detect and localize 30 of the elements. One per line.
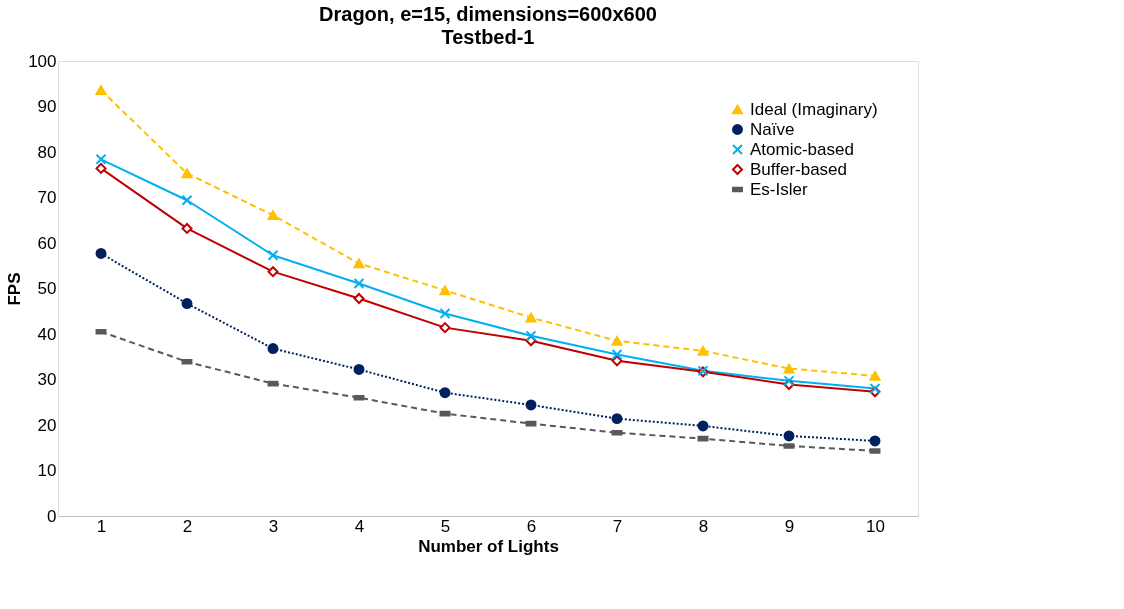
x-tick-label: 5 bbox=[440, 516, 451, 536]
x-tick-label: 3 bbox=[268, 516, 279, 536]
x-tick-label: 10 bbox=[866, 516, 885, 536]
legend-label: Atomic-based bbox=[750, 139, 854, 159]
y-tick-label: 90 bbox=[37, 97, 57, 116]
y-tick-label: 0 bbox=[47, 506, 57, 526]
x-tick-label: 2 bbox=[182, 516, 193, 536]
y-axis-title: FPS bbox=[5, 272, 25, 306]
chart-subtitle: Testbed-1 bbox=[441, 26, 535, 48]
chart-title: Dragon, e=15, dimensions=600x600 bbox=[319, 3, 657, 25]
y-tick-label: 70 bbox=[37, 188, 57, 207]
x-tick-label: 9 bbox=[784, 516, 795, 536]
x-tick-label: 6 bbox=[526, 516, 537, 536]
x-axis-title: Number of Lights bbox=[418, 536, 559, 556]
legend-label: Buffer-based bbox=[750, 159, 848, 179]
y-tick-label: 40 bbox=[37, 324, 57, 344]
y-tick-label: 30 bbox=[37, 370, 57, 389]
legend-label: Es-Isler bbox=[750, 179, 808, 199]
y-tick-label: 60 bbox=[37, 233, 57, 253]
y-tick-label: 10 bbox=[37, 461, 57, 480]
x-tick-label: 4 bbox=[354, 516, 365, 536]
legend-label: Naïve bbox=[750, 119, 795, 139]
y-tick-label: 80 bbox=[37, 142, 57, 162]
legend-label: Ideal (Imaginary) bbox=[750, 99, 878, 119]
y-tick-label: 20 bbox=[37, 415, 57, 435]
x-tick-label: 1 bbox=[96, 516, 107, 536]
x-tick-label: 8 bbox=[698, 516, 709, 536]
y-tick-label: 100 bbox=[28, 51, 57, 71]
x-tick-label: 7 bbox=[612, 516, 623, 536]
y-tick-label: 50 bbox=[37, 279, 57, 298]
